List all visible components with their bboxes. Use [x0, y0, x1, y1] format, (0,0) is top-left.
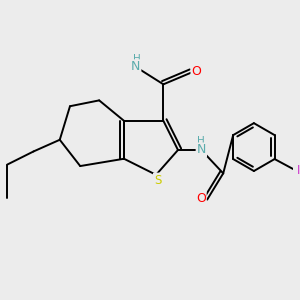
Text: H: H [133, 54, 141, 64]
Text: O: O [191, 65, 201, 78]
Text: H: H [197, 136, 205, 146]
Text: S: S [154, 174, 161, 187]
Text: I: I [297, 164, 300, 177]
Text: N: N [196, 143, 206, 157]
Text: N: N [131, 60, 140, 73]
Text: O: O [196, 192, 206, 205]
